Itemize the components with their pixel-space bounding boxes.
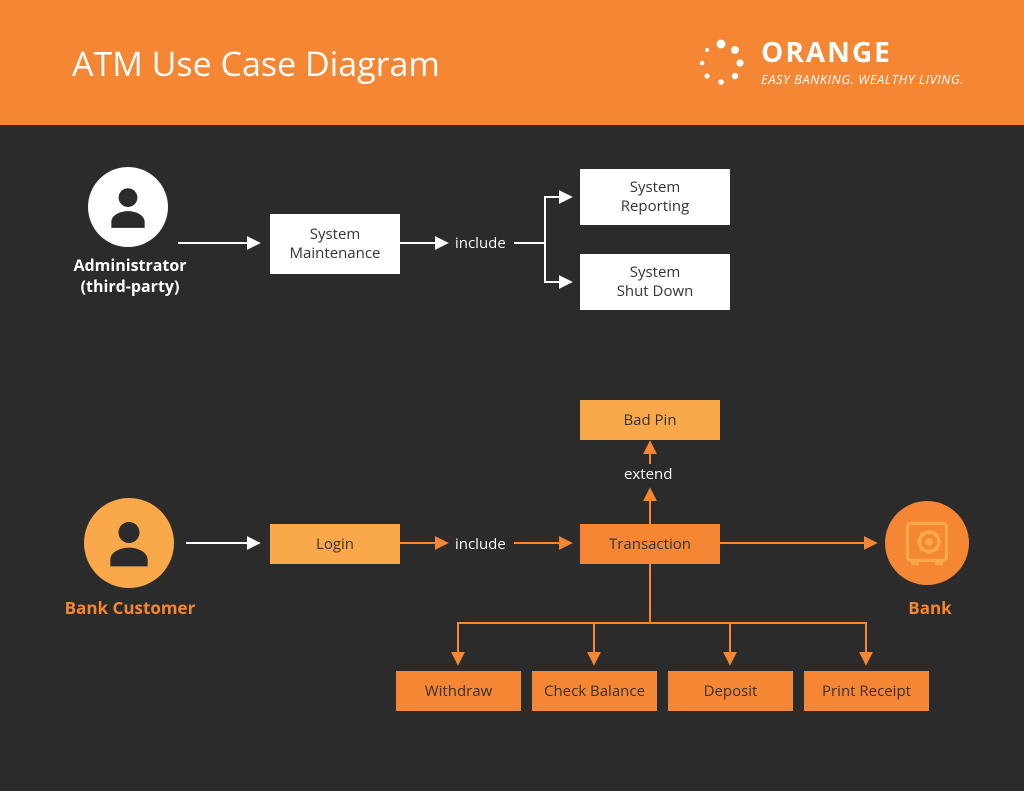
edge-label-include-bottom: include bbox=[455, 534, 506, 554]
actor-bank bbox=[885, 501, 969, 585]
usecase-print-receipt: Print Receipt bbox=[804, 671, 929, 711]
brand-logo-icon bbox=[695, 37, 747, 89]
usecase-system-shutdown: SystemShut Down bbox=[580, 254, 730, 310]
usecase-check-balance: Check Balance bbox=[532, 671, 657, 711]
actor-administrator-label: Administrator(third-party) bbox=[60, 255, 200, 297]
actor-administrator bbox=[88, 167, 168, 247]
usecase-deposit: Deposit bbox=[668, 671, 793, 711]
header: ATM Use Case Diagram ORANGE EASY BANKING… bbox=[0, 0, 1024, 125]
user-icon bbox=[101, 515, 157, 571]
usecase-login: Login bbox=[270, 524, 400, 564]
actor-bank-label: Bank bbox=[870, 597, 990, 619]
page-title: ATM Use Case Diagram bbox=[72, 40, 440, 86]
edge-label-include-top: include bbox=[455, 233, 506, 253]
actor-bank-customer-label: Bank Customer bbox=[50, 597, 210, 619]
usecase-bad-pin: Bad Pin bbox=[580, 400, 720, 440]
brand-tagline: EASY BANKING. WEALTHY LIVING. bbox=[761, 70, 964, 88]
usecase-system-reporting: SystemReporting bbox=[580, 169, 730, 225]
user-icon bbox=[103, 182, 153, 232]
brand-name: ORANGE bbox=[761, 38, 964, 66]
brand: ORANGE EASY BANKING. WEALTHY LIVING. bbox=[695, 37, 964, 89]
usecase-withdraw: Withdraw bbox=[396, 671, 521, 711]
usecase-transaction: Transaction bbox=[580, 524, 720, 564]
edge-label-extend: extend bbox=[624, 464, 672, 484]
usecase-system-maintenance: SystemMaintenance bbox=[270, 214, 400, 274]
actor-bank-customer bbox=[84, 498, 174, 588]
safe-icon bbox=[901, 517, 953, 569]
diagram-canvas: Administrator(third-party) Bank Customer bbox=[0, 125, 1024, 791]
